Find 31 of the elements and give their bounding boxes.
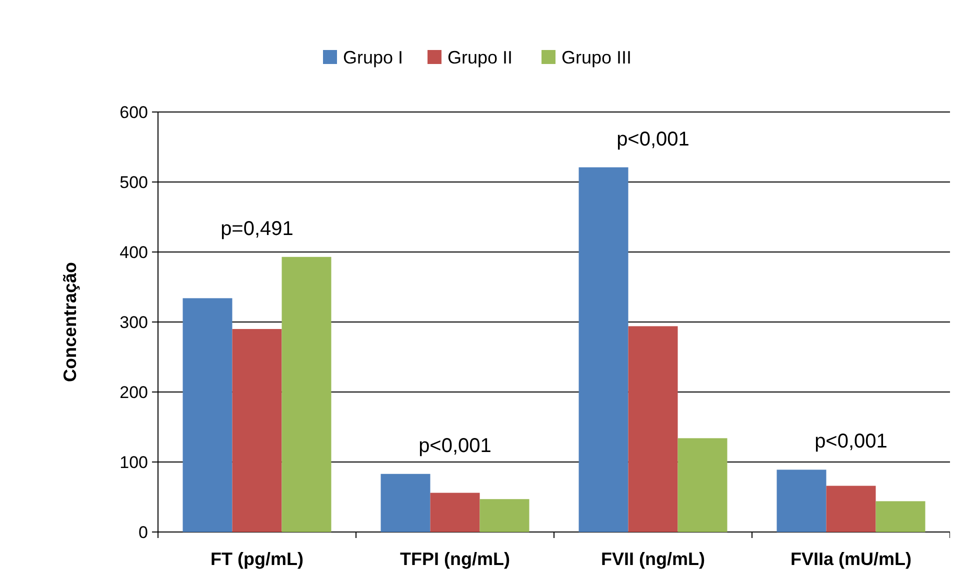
bar <box>578 167 628 532</box>
annotation: p<0,001 <box>814 430 888 453</box>
y-tick-label: 100 <box>120 452 148 472</box>
x-tick-label: FVII (ng/mL) <box>601 549 705 569</box>
y-axis-title: Concentração <box>60 262 80 382</box>
bar <box>182 298 232 532</box>
y-tick-label: 0 <box>138 522 148 542</box>
bar <box>232 329 282 532</box>
bar <box>480 499 530 532</box>
legend-label: Grupo III <box>562 47 632 68</box>
bar <box>776 470 826 532</box>
legend-label: Grupo I <box>343 47 404 68</box>
bar <box>282 256 332 532</box>
x-tick-label: FT (pg/mL) <box>210 549 304 569</box>
x-tick-label: TFPI (ng/mL) <box>400 549 510 569</box>
y-tick-label: 500 <box>120 172 148 192</box>
annotation: p<0,001 <box>418 434 492 457</box>
x-tick-label: FVIIa (mU/mL) <box>790 549 912 569</box>
y-tick-label: 400 <box>120 242 148 262</box>
bar <box>380 474 430 532</box>
annotation: p=0,491 <box>220 218 294 240</box>
y-tick-label: 300 <box>120 312 148 332</box>
y-tick-label: 200 <box>120 382 148 402</box>
bar <box>876 501 926 532</box>
annotation: p<0,001 <box>616 128 690 150</box>
bar <box>678 438 728 532</box>
y-tick-label: 600 <box>120 102 148 122</box>
bar <box>430 492 480 532</box>
bar <box>826 486 876 532</box>
legend-label: Grupo II <box>448 47 513 68</box>
bar <box>628 326 678 532</box>
